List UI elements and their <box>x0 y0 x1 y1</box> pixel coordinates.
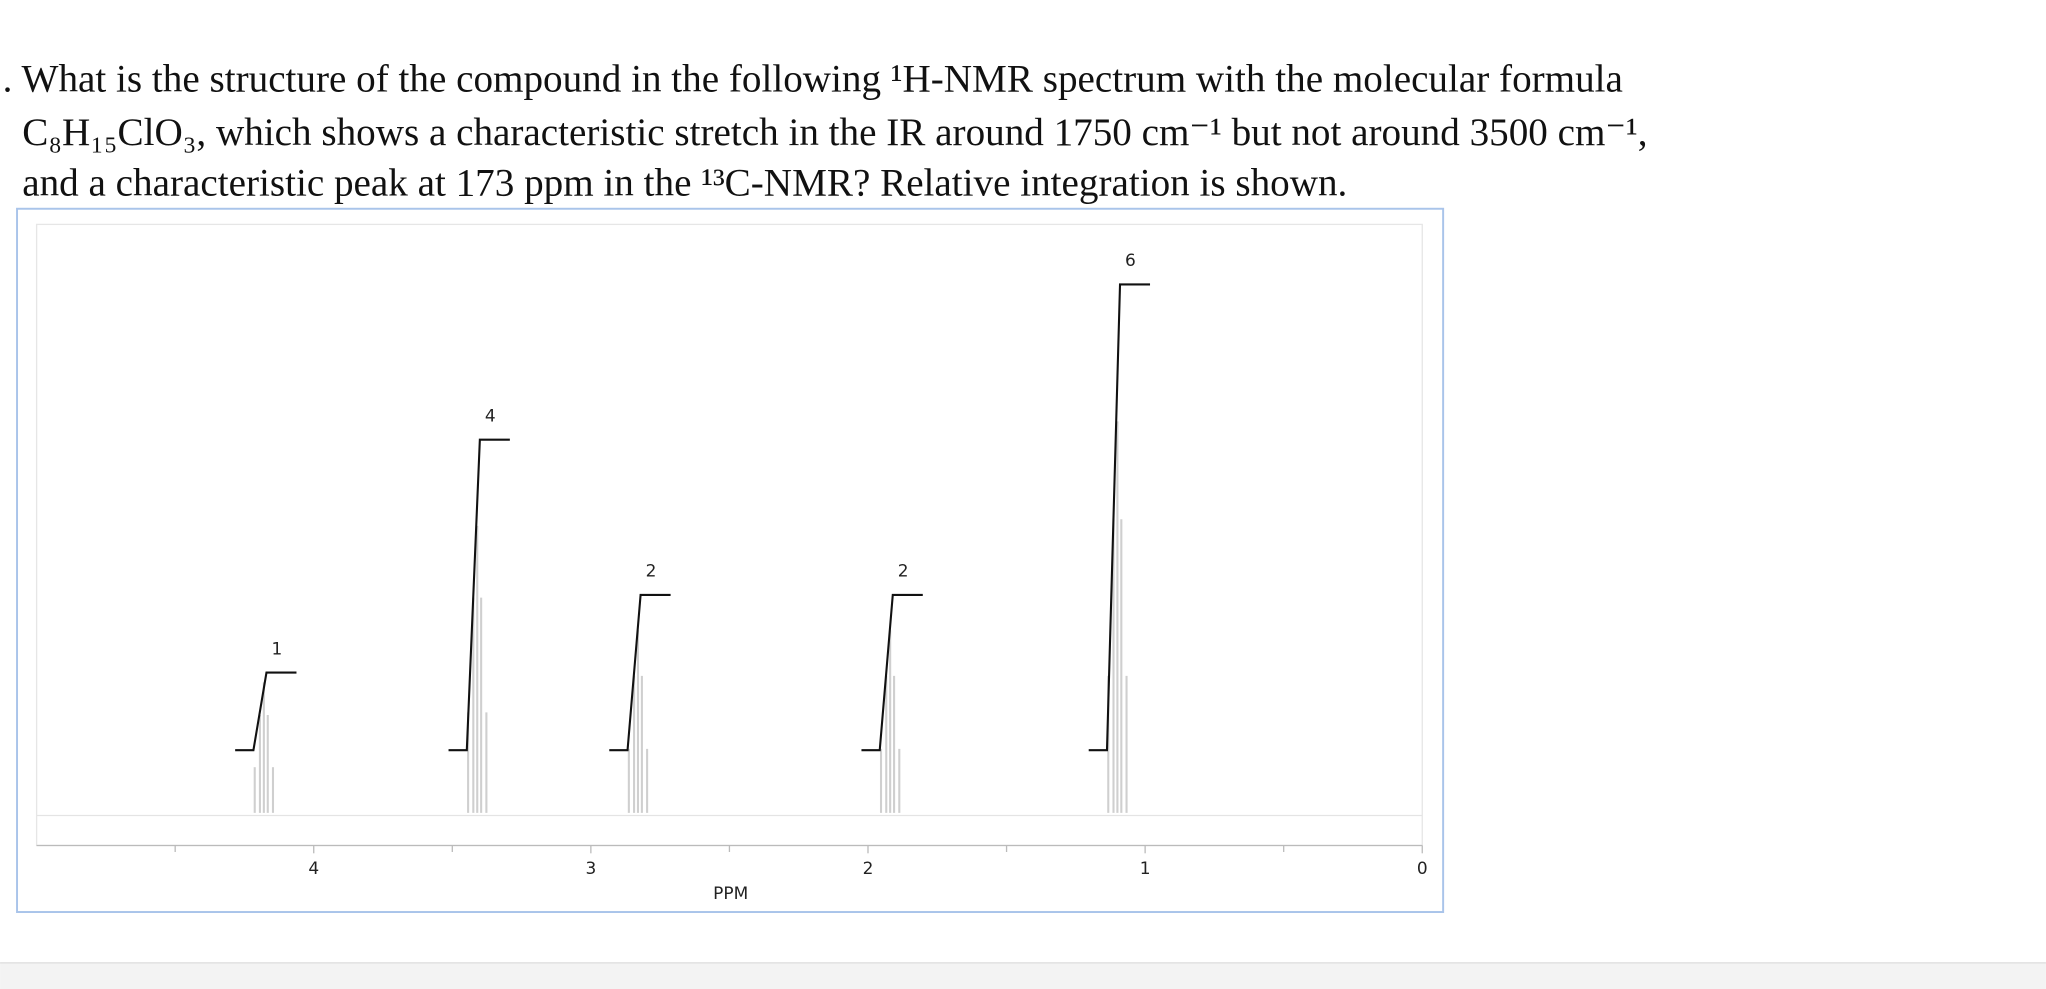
question-line: . What is the structure of the compound … <box>3 57 1623 100</box>
integration-label: 1 <box>272 638 283 658</box>
integration-label: 4 <box>485 405 496 425</box>
x-axis-label: PPM <box>713 883 748 903</box>
integration-curve <box>1088 283 1151 752</box>
integration-label: 6 <box>1125 250 1136 270</box>
integration-curve <box>861 593 923 752</box>
integration-curve <box>448 438 510 752</box>
x-tick-label: 1 <box>1140 858 1151 878</box>
x-tick-label: 2 <box>863 858 874 878</box>
integration-label: 2 <box>646 561 657 581</box>
x-tick-label: 4 <box>308 858 319 878</box>
integration-label: 2 <box>898 561 909 581</box>
footer-bar <box>0 962 2046 989</box>
x-tick-label: 3 <box>585 858 596 878</box>
integration-curve <box>235 671 297 752</box>
image-frame <box>16 207 1445 913</box>
x-tick-label: 0 <box>1417 858 1428 878</box>
question-line: and a characteristic peak at 173 ppm in … <box>22 162 1347 205</box>
integration-curve <box>609 593 671 752</box>
question-line: C₈H₁₅ClO₃, which shows a characteristic … <box>22 111 1647 154</box>
